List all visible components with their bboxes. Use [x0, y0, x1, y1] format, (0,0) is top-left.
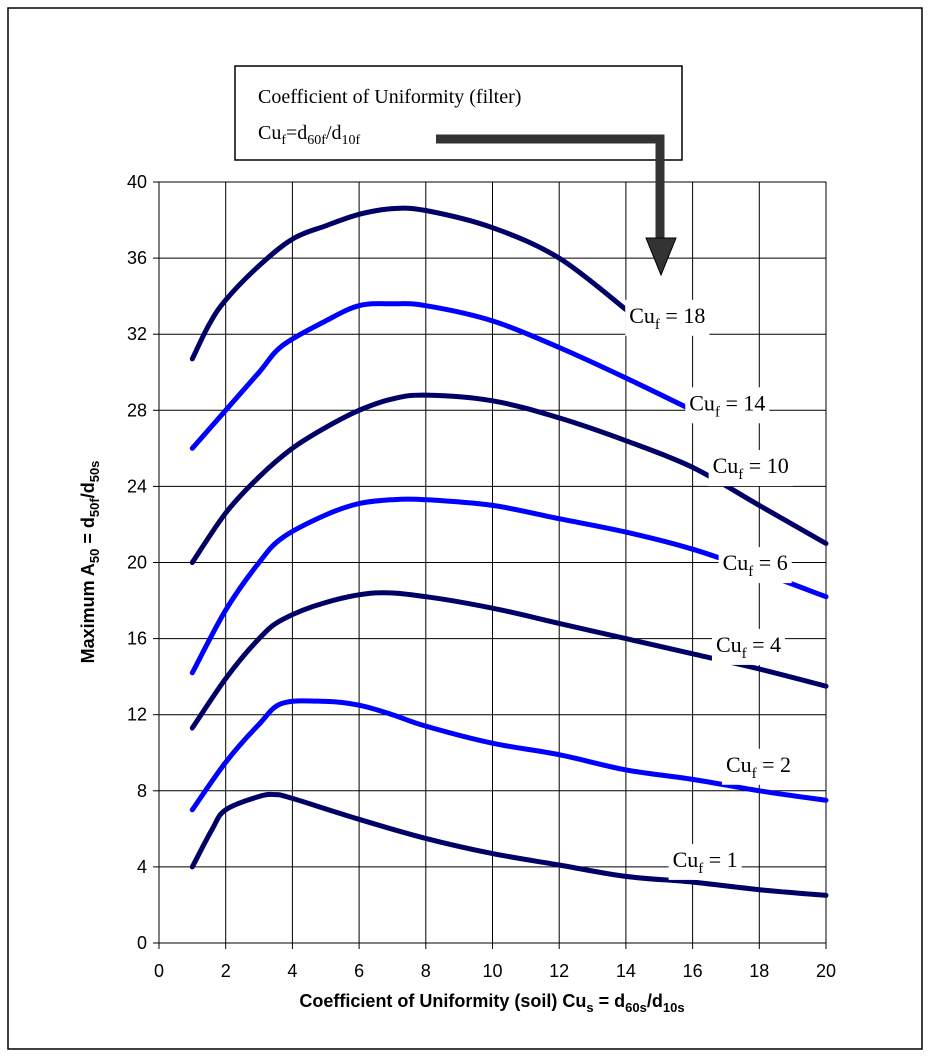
series-label-bg	[708, 450, 793, 487]
legend-formula-slash: /d	[326, 122, 342, 144]
legend-formula-sub-60f: 60f	[307, 133, 326, 148]
series-label-bg	[711, 628, 786, 665]
x-tick-label: 0	[154, 961, 164, 981]
series-label-text: Cuf = 10	[713, 453, 789, 483]
y-tick-label: 20	[127, 553, 147, 573]
x-tick-label: 20	[816, 961, 836, 981]
legend-formula: Cuf=d60f/d10f	[258, 122, 361, 148]
y-axis-label: Maximum A50 = d50f/d50s	[78, 461, 102, 664]
legend-formula-eq: =d	[286, 122, 307, 144]
x-tick-label: 10	[482, 961, 502, 981]
legend-formula-sub-10f: 10f	[342, 133, 361, 148]
series-line-1	[189, 791, 829, 898]
y-tick-label: 40	[127, 172, 147, 192]
series-line-5	[189, 392, 829, 565]
x-tick-label: 4	[287, 961, 297, 981]
series-label-text: Cuf = 1	[673, 847, 738, 877]
x-tick-label: 2	[221, 961, 231, 981]
series-line-6	[189, 301, 696, 451]
legend-box: Coefficient of Uniformity (filter) Cuf=d…	[234, 65, 683, 161]
arrow-shaft	[436, 134, 665, 238]
series-label-5: Cuf = 10	[708, 450, 793, 487]
series-label-text: Cuf = 2	[726, 752, 791, 782]
series-label-text: Cuf = 14	[689, 390, 765, 420]
series-label-bg	[685, 387, 770, 424]
x-tick-label: 16	[683, 961, 703, 981]
series-lines	[189, 205, 829, 898]
series-label-bg	[668, 843, 742, 880]
series-line-7	[189, 205, 629, 362]
y-tick-label: 32	[127, 324, 147, 344]
legend-box-frame	[234, 65, 683, 161]
series-label-3: Cuf = 4	[711, 628, 786, 665]
series-label-6: Cuf = 14	[685, 387, 770, 424]
y-tick-label: 4	[137, 857, 147, 877]
x-tick-label: 8	[421, 961, 431, 981]
x-tick-label: 14	[616, 961, 636, 981]
y-tick-label: 16	[127, 629, 147, 649]
series-label-bg	[721, 748, 796, 785]
series-label-7: Cuf = 18	[625, 299, 710, 336]
series-label-text: Cuf = 4	[716, 632, 781, 662]
arrow-head	[645, 237, 677, 277]
x-axis-label: Coefficient of Uniformity (soil) Cus = d…	[299, 991, 684, 1015]
series-label-bg	[718, 547, 792, 584]
y-tick-label: 36	[127, 248, 147, 268]
x-tick-label: 18	[749, 961, 769, 981]
series-line-3	[189, 590, 829, 731]
x-tick-label: 12	[549, 961, 569, 981]
series-label-1: Cuf = 1	[668, 843, 742, 880]
series-line-4	[189, 496, 829, 676]
y-tick-label: 0	[137, 933, 147, 953]
pointer-arrow	[436, 134, 677, 277]
x-tick-label: 6	[354, 961, 364, 981]
series-line-2	[189, 698, 829, 813]
series-label-4: Cuf = 6	[718, 547, 792, 584]
series-label-bg	[625, 299, 710, 336]
series-label-text: Cuf = 6	[723, 550, 788, 580]
y-tick-label: 24	[127, 476, 147, 496]
y-tick-label: 28	[127, 400, 147, 420]
series-label-2: Cuf = 2	[721, 748, 796, 785]
series-label-text: Cuf = 18	[629, 303, 705, 333]
legend-title: Coefficient of Uniformity (filter)	[258, 86, 521, 108]
y-tick-label: 12	[127, 705, 147, 725]
legend-formula-cu: Cu	[258, 122, 281, 144]
series-labels: Cuf = 1 Cuf = 2 Cuf = 4 Cuf = 6 Cuf = 10 Cuf …	[625, 299, 796, 880]
y-tick-label: 8	[137, 781, 147, 801]
legend-formula-sub-f: f	[281, 133, 286, 148]
